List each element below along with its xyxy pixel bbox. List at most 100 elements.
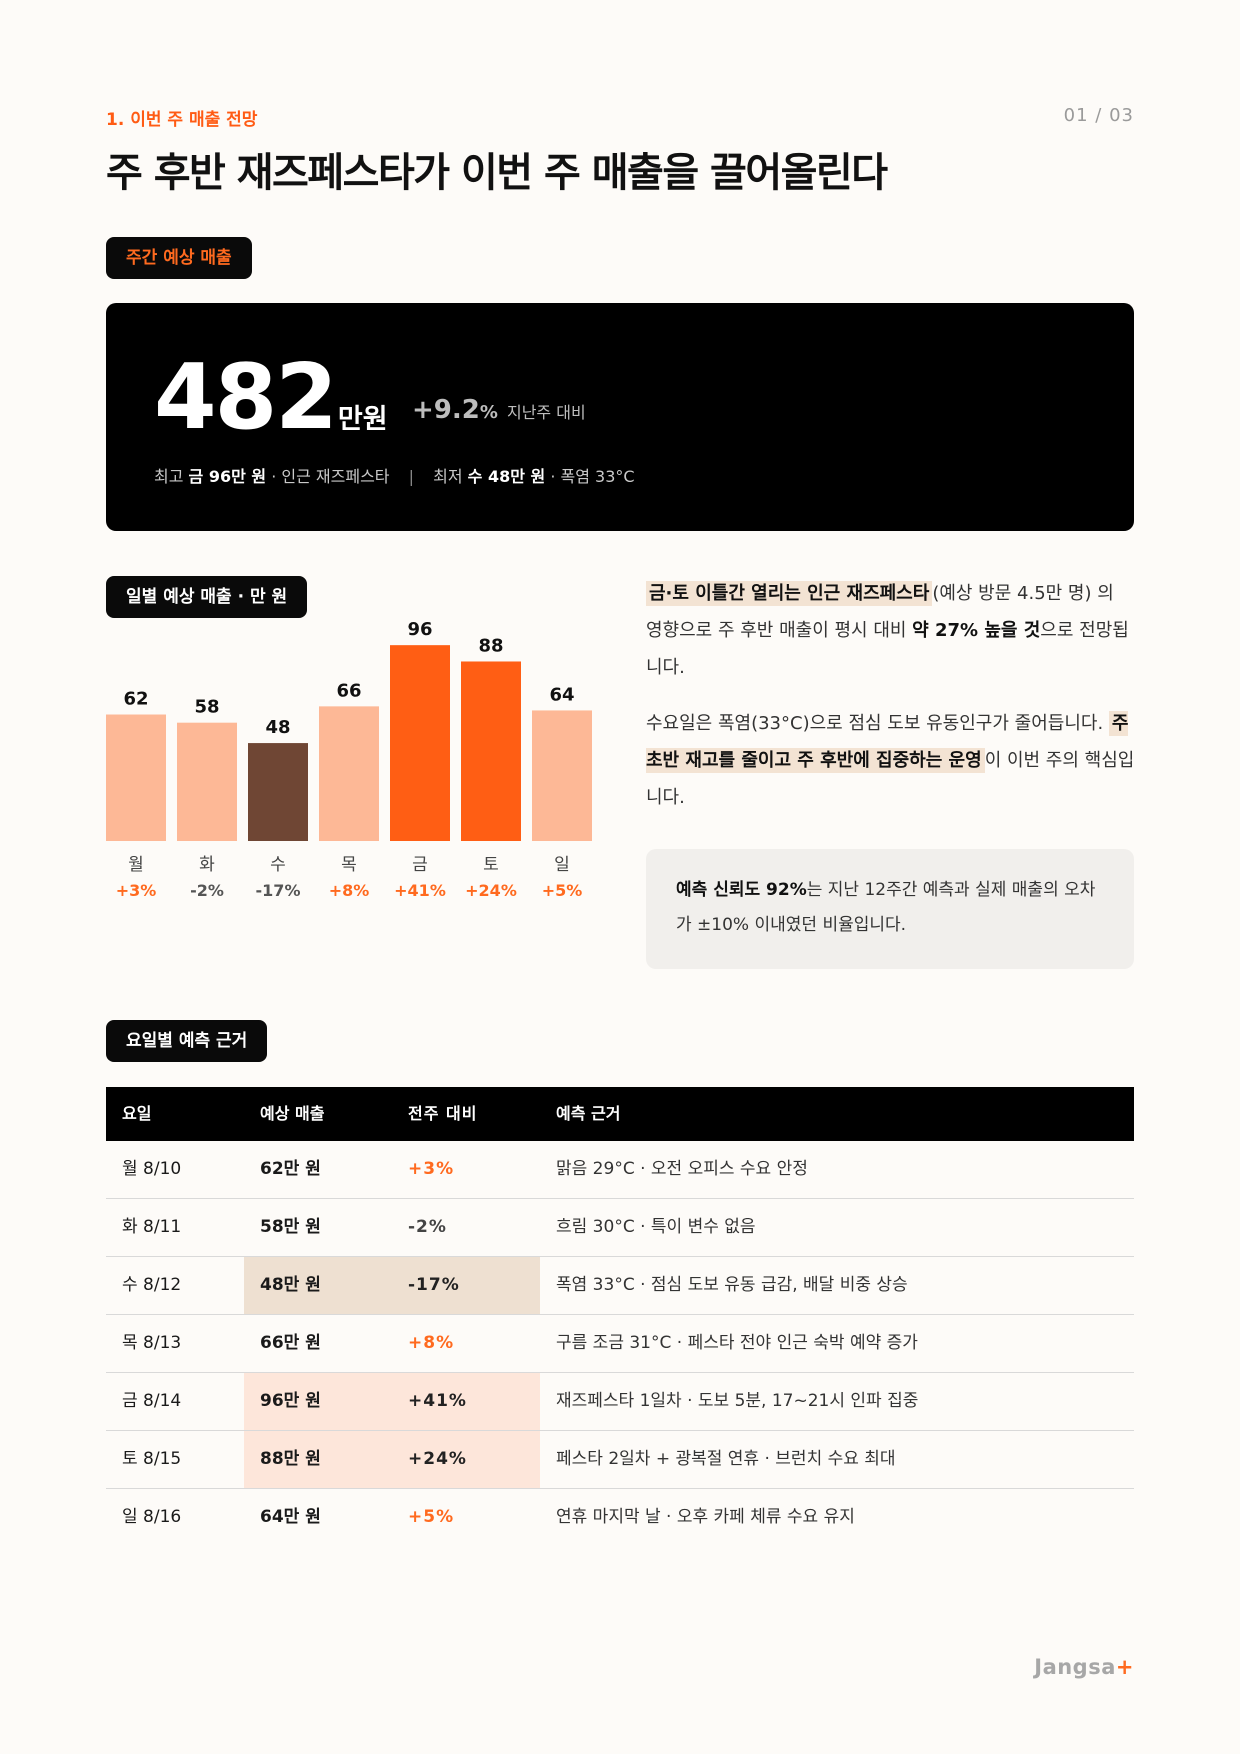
header-reason: 예측 근거 [556,1104,621,1123]
insight-text-2a: 수요일은 폭염(33°C)으로 점심 도보 유동인구가 줄어듭니다. [646,713,1109,734]
weekly-change-value: +9.2 [412,395,480,425]
weekly-amount-unit: 만원 [337,404,388,435]
bar-value-label: 64 [549,684,574,705]
festa-highlight: 금·토 이틀간 열리는 인근 재즈페스타 [646,581,933,606]
page-number: 01 / 03 [1063,105,1134,126]
row-reason: 폭염 33°C · 점심 도보 유동 급감, 배달 비중 상승 [556,1275,908,1295]
max-value: 금 96만 원 [188,467,267,486]
insight-text-1a: (예상 방문 4.5만 명) 의 영향으로 주 후반 매출이 평시 대비 [646,583,1114,641]
row-sales: 62만 원 [260,1159,321,1179]
row-change: +8% [408,1333,455,1353]
table-row: 금 8/14 96만 원 +41% 재즈페스타 1일차 · 도보 5분, 17~… [106,1373,1134,1431]
bar-3 [248,743,308,841]
table-row: 월 8/10 62만 원 +3% 맑음 29°C · 오전 오피스 수요 안정 [106,1141,1134,1199]
table-header: 요일 예상 매출 전주 대비 예측 근거 [106,1087,1134,1141]
row-change: -17% [392,1257,540,1314]
bar-value-label: 48 [265,717,290,738]
bar-day-label: 월 [128,855,144,875]
bar-day-label: 금 [412,855,428,875]
bar-6 [461,661,521,841]
report-page: 1. 이번 주 매출 전망 01 / 03 주 후반 재즈페스타가 이번 주 매… [106,0,1134,1754]
bar-change-label: +8% [329,881,370,900]
bar-change-label: +41% [394,881,446,900]
min-value: 수 48만 원 [467,467,546,486]
bar-7 [532,710,592,841]
row-day: 화 8/11 [122,1217,182,1237]
insight-paragraph-2: 수요일은 폭염(33°C)으로 점심 도보 유동인구가 줄어듭니다. 주 초반 … [646,705,1136,816]
row-sales: 58만 원 [260,1217,321,1237]
insight-text-1b: 으로 전망됩니다. [646,620,1129,678]
max-reason: · 인근 재즈페스타 [271,467,390,486]
bar-value-label: 62 [123,689,148,710]
row-sales: 48만 원 [244,1257,392,1314]
insight-text-2b: 이 이번 주의 핵심입니다. [646,750,1135,808]
bar-change-label: +24% [465,881,517,900]
row-day: 일 8/16 [122,1507,182,1527]
row-day: 목 8/13 [122,1333,182,1353]
table-row: 목 8/13 66만 원 +8% 구름 조금 31°C · 페스타 전야 인근 … [106,1315,1134,1373]
daily-sales-pill: 일별 예상 매출 · 만 원 [106,576,308,618]
weekly-amount-value: 482 [154,345,338,450]
jangsa-logo: Jangsa+ [1034,1655,1134,1679]
bar-change-label: -2% [190,881,224,900]
table-row: 수 8/12 48만 원 -17% 폭염 33°C · 점심 도보 유동 급감,… [106,1257,1134,1315]
confidence-text: 는 지난 12주간 예측과 실제 매출의 오차가 ±10% 이내였던 비율입니다… [676,880,1096,935]
weekly-sales-pill: 주간 예상 매출 [106,237,252,279]
logo-text: Jangsa [1034,1655,1116,1679]
row-sales: 64만 원 [260,1507,321,1527]
row-change: +24% [392,1431,540,1488]
table-row: 화 8/11 58만 원 -2% 흐림 30°C · 특이 변수 없음 [106,1199,1134,1257]
row-day: 월 8/10 [122,1159,182,1179]
bar-value-label: 58 [194,697,219,718]
row-sales: 66만 원 [260,1333,321,1353]
row-day: 토 8/15 [122,1449,182,1469]
row-sales: 88만 원 [244,1431,392,1488]
header-sales: 예상 매출 [260,1104,325,1123]
bar-value-label: 96 [407,619,432,640]
logo-plus: + [1115,1655,1134,1679]
table-row: 토 8/15 88만 원 +24% 페스타 2일차 + 광복절 연휴 · 브런치… [106,1431,1134,1489]
bar-day-label: 화 [199,855,215,875]
row-reason: 흐림 30°C · 특이 변수 없음 [556,1217,756,1237]
bar-value-label: 88 [478,635,503,656]
bar-change-label: -17% [256,881,301,900]
row-day: 수 8/12 [122,1275,182,1295]
min-label: 최저 [433,467,463,486]
min-reason: · 폭염 33°C [550,467,635,486]
daily-sales-chart-svg: 62 월 +3% 58 화 -2% 48 수 -17% 66 목 +8% 96 금 +41% 88 토 +24% 6… [106,619,592,900]
weekly-sales-card: 482만원 +9.2% 지난주 대비 최고 금 96만 원 · 인근 재즈페스타… [106,303,1134,531]
weekly-change: +9.2% 지난주 대비 [412,395,586,425]
table-row: 일 8/16 64만 원 +5% 연휴 마지막 날 · 오후 카페 체류 수요 … [106,1489,1134,1547]
section-label: 1. 이번 주 매출 전망 [106,110,258,130]
row-reason: 재즈페스타 1일차 · 도보 5분, 17~21시 인파 집중 [556,1391,919,1411]
row-reason: 페스타 2일차 + 광복절 연휴 · 브런치 수요 최대 [556,1449,896,1469]
row-sales: 96만 원 [244,1373,392,1430]
insight-bold-1: 약 27% 높을 것 [912,620,1041,641]
weekly-range: 최고 금 96만 원 · 인근 재즈페스타 | 최저 수 48만 원 · 폭염 … [154,463,635,487]
forecast-table: 요일 예상 매출 전주 대비 예측 근거 월 8/10 62만 원 +3% 맑음… [106,1087,1134,1547]
page-title: 주 후반 재즈페스타가 이번 주 매출을 끌어올린다 [106,150,888,196]
weekly-change-sign: % [479,402,498,423]
bar-day-label: 수 [270,855,286,875]
header-change: 전주 대비 [408,1104,478,1123]
bar-day-label: 토 [483,855,499,875]
range-separator: | [408,467,415,486]
bar-2 [177,722,237,841]
row-change: +3% [408,1159,455,1179]
daily-sales-chart: 62 월 +3% 58 화 -2% 48 수 -17% 66 목 +8% 96 금 +41% 88 토 +24% 6… [106,615,598,915]
row-reason: 연휴 마지막 날 · 오후 카페 체류 수요 유지 [556,1507,855,1527]
confidence-note: 예측 신뢰도 92%는 지난 12주간 예측과 실제 매출의 오차가 ±10% … [646,849,1134,969]
row-day: 금 8/14 [122,1391,182,1411]
bar-1 [106,714,166,841]
bar-4 [319,706,379,841]
bar-day-label: 목 [341,855,357,875]
confidence-bold: 예측 신뢰도 92% [676,880,807,900]
insight-paragraph-1: 금·토 이틀간 열리는 인근 재즈페스타 (예상 방문 4.5만 명) 의 영향으… [646,575,1136,686]
row-reason: 구름 조금 31°C · 페스타 전야 인근 숙박 예약 증가 [556,1333,918,1353]
max-label: 최고 [154,467,184,486]
bar-value-label: 66 [336,680,361,701]
row-change: +5% [408,1507,455,1527]
weekly-amount: 482만원 [154,345,388,450]
header-day: 요일 [122,1104,152,1123]
row-change: -2% [408,1217,447,1237]
